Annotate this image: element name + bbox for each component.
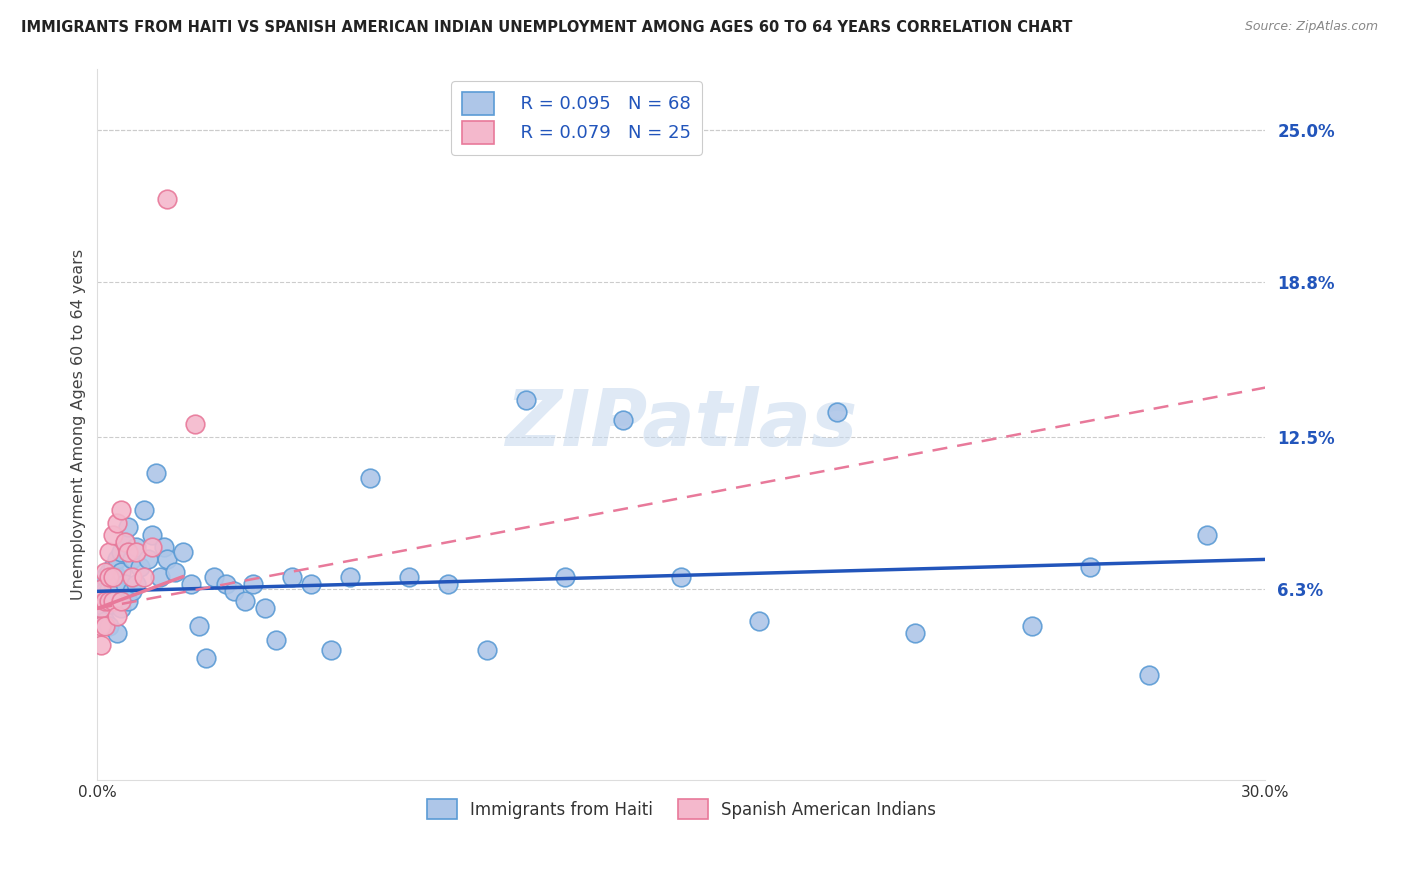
Point — [156, 552, 179, 566]
Point — [266, 633, 288, 648]
Point — [117, 594, 139, 608]
Point — [117, 520, 139, 534]
Point — [105, 626, 128, 640]
Point — [94, 594, 117, 608]
Point — [187, 618, 209, 632]
Point — [94, 569, 117, 583]
Text: Source: ZipAtlas.com: Source: ZipAtlas.com — [1244, 20, 1378, 33]
Point — [101, 569, 124, 583]
Point — [121, 552, 143, 566]
Point — [1137, 667, 1160, 681]
Point — [121, 569, 143, 583]
Point — [94, 601, 117, 615]
Point — [242, 577, 264, 591]
Point — [110, 594, 132, 608]
Point — [222, 584, 245, 599]
Point — [110, 545, 132, 559]
Point — [183, 417, 205, 432]
Point — [141, 528, 163, 542]
Point — [172, 545, 194, 559]
Point — [125, 540, 148, 554]
Point — [105, 516, 128, 530]
Point — [110, 503, 132, 517]
Point — [105, 552, 128, 566]
Point — [114, 535, 136, 549]
Point — [105, 608, 128, 623]
Point — [117, 545, 139, 559]
Point — [1195, 528, 1218, 542]
Point — [129, 559, 152, 574]
Point — [101, 528, 124, 542]
Point — [114, 535, 136, 549]
Point — [90, 601, 112, 615]
Point — [114, 577, 136, 591]
Point — [554, 569, 576, 583]
Point — [101, 577, 124, 591]
Point — [98, 565, 121, 579]
Text: IMMIGRANTS FROM HAITI VS SPANISH AMERICAN INDIAN UNEMPLOYMENT AMONG AGES 60 TO 6: IMMIGRANTS FROM HAITI VS SPANISH AMERICA… — [21, 20, 1073, 35]
Point — [101, 594, 124, 608]
Point — [359, 471, 381, 485]
Point — [105, 569, 128, 583]
Point — [145, 467, 167, 481]
Point — [398, 569, 420, 583]
Point — [1021, 618, 1043, 632]
Point — [253, 601, 276, 615]
Point — [98, 597, 121, 611]
Point — [105, 584, 128, 599]
Point — [132, 569, 155, 583]
Point — [121, 584, 143, 599]
Legend: Immigrants from Haiti, Spanish American Indians: Immigrants from Haiti, Spanish American … — [420, 793, 943, 825]
Point — [94, 584, 117, 599]
Point — [90, 582, 112, 596]
Point — [90, 594, 112, 608]
Point — [301, 577, 323, 591]
Point — [515, 392, 537, 407]
Point — [748, 614, 770, 628]
Point — [98, 594, 121, 608]
Text: ZIPatlas: ZIPatlas — [505, 386, 858, 462]
Point — [90, 608, 112, 623]
Point — [152, 540, 174, 554]
Point — [180, 577, 202, 591]
Point — [475, 643, 498, 657]
Point — [165, 565, 187, 579]
Point — [110, 565, 132, 579]
Point — [94, 618, 117, 632]
Point — [233, 594, 256, 608]
Point — [110, 601, 132, 615]
Point — [136, 552, 159, 566]
Point — [149, 569, 172, 583]
Point — [132, 503, 155, 517]
Point — [98, 569, 121, 583]
Point — [195, 650, 218, 665]
Point — [904, 626, 927, 640]
Point — [98, 582, 121, 596]
Point — [90, 582, 112, 596]
Point — [98, 618, 121, 632]
Point — [101, 559, 124, 574]
Point — [125, 545, 148, 559]
Point — [436, 577, 458, 591]
Point — [94, 614, 117, 628]
Point — [319, 643, 342, 657]
Point — [98, 545, 121, 559]
Point — [90, 638, 112, 652]
Point — [156, 192, 179, 206]
Point — [825, 405, 848, 419]
Point — [1078, 559, 1101, 574]
Point — [90, 618, 112, 632]
Point — [141, 540, 163, 554]
Point — [671, 569, 693, 583]
Y-axis label: Unemployment Among Ages 60 to 64 years: Unemployment Among Ages 60 to 64 years — [72, 249, 86, 600]
Point — [94, 565, 117, 579]
Point — [215, 577, 238, 591]
Point — [612, 412, 634, 426]
Point — [339, 569, 361, 583]
Point — [125, 577, 148, 591]
Point — [281, 569, 304, 583]
Point — [101, 594, 124, 608]
Point — [202, 569, 225, 583]
